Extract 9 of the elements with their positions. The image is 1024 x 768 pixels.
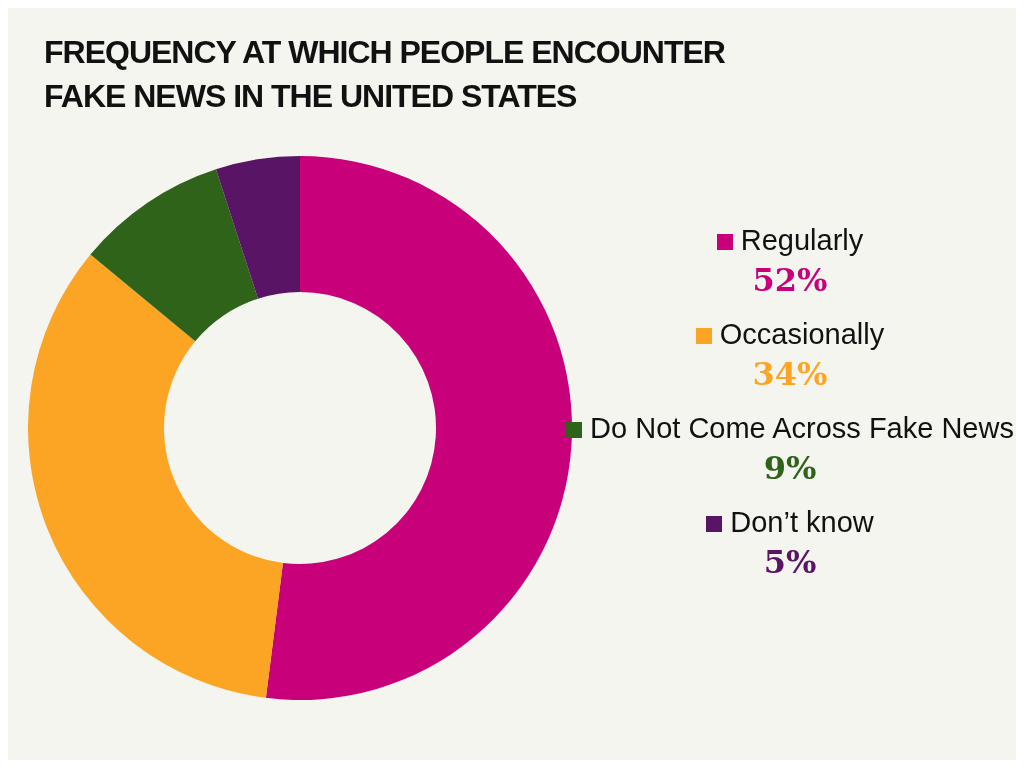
legend-label: Don’t know bbox=[729, 505, 875, 540]
legend-label: Do Not Come Across Fake News bbox=[589, 411, 1015, 446]
chart-title: FREQUENCY AT WHICH PEOPLE ENCOUNTER FAKE NEWS IN THE UNITED STATES bbox=[44, 33, 726, 116]
legend-label: Occasionally bbox=[718, 317, 886, 352]
data-label: 34% bbox=[751, 354, 829, 394]
data-label: 5% bbox=[762, 542, 818, 582]
data-label: 52% bbox=[751, 260, 829, 300]
data-label: 9% bbox=[762, 448, 818, 488]
legend-label: Regularly bbox=[739, 223, 865, 258]
